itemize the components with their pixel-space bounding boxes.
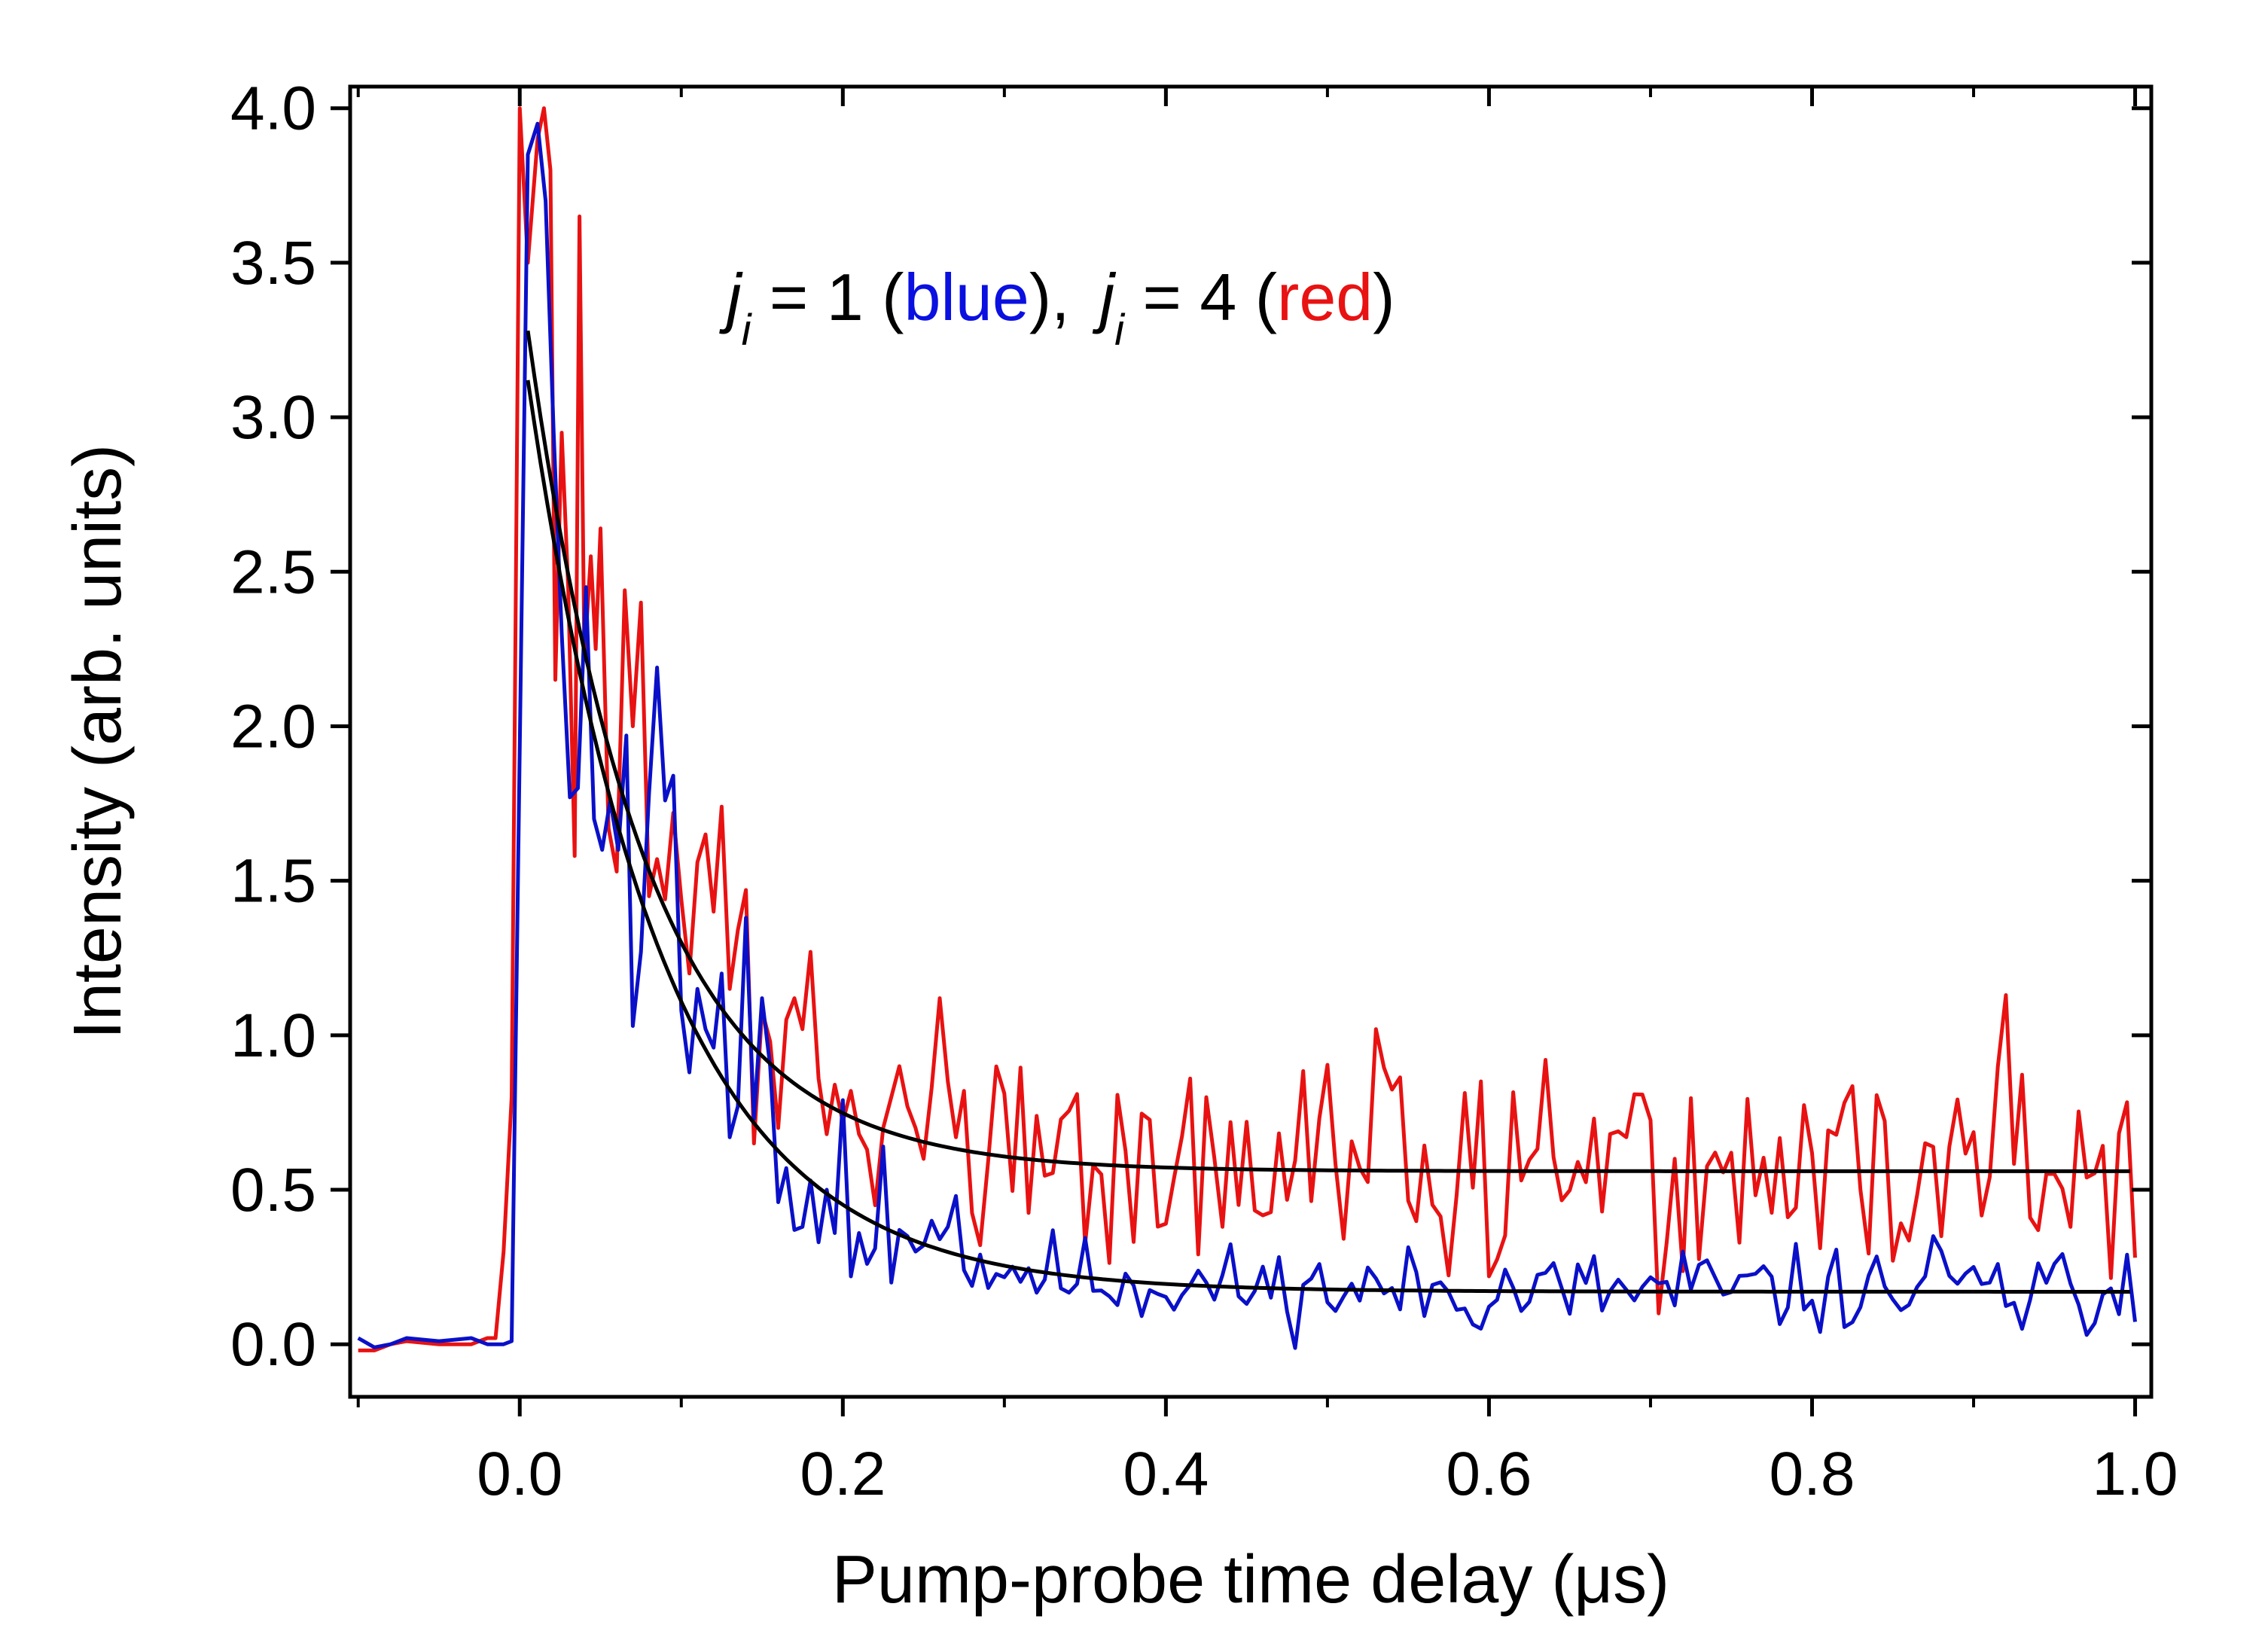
fit-curve-red bbox=[526, 330, 2131, 1173]
y-tick-label: 1.5 bbox=[230, 847, 316, 916]
plot-area bbox=[357, 106, 2137, 1352]
legend-close-1: ), bbox=[1029, 260, 1070, 334]
series-line-red bbox=[358, 106, 2137, 1352]
y-tick-label: 2.0 bbox=[230, 692, 316, 761]
legend-name-red: red bbox=[1277, 260, 1373, 334]
y-axis-title: Intensity (arb. units) bbox=[60, 444, 136, 1039]
plot-frame bbox=[348, 84, 2154, 1399]
series-line-blue bbox=[357, 121, 2137, 1350]
x-tick-label: 0.4 bbox=[1123, 1440, 1209, 1508]
legend: ji = 1 (blue), ji = 4 (red) bbox=[719, 260, 1395, 355]
tick-labels-layer: 0.0 0.2 0.4 0.6 0.8 1.0 0.0 0.5 1.0 1.5 2.0 2.5 3.0 3… bbox=[230, 75, 2178, 1508]
legend-symbol-2: j bbox=[1093, 260, 1117, 334]
fit-curve-blue bbox=[526, 380, 2131, 1294]
x-tick-label: 1.0 bbox=[2093, 1440, 2178, 1508]
ticks-layer bbox=[331, 87, 2151, 1416]
legend-subscript-2: i bbox=[1114, 306, 1126, 355]
y-tick-label: 2.5 bbox=[230, 538, 316, 606]
legend-symbol-1: j bbox=[719, 260, 743, 334]
y-tick-label: 4.0 bbox=[230, 75, 316, 143]
x-tick-label: 0.6 bbox=[1446, 1440, 1532, 1508]
y-tick-label: 0.5 bbox=[230, 1156, 316, 1224]
y-tick-label: 3.0 bbox=[230, 383, 316, 452]
series-layer bbox=[357, 106, 2137, 1352]
x-axis-title: Pump-probe time delay (μs) bbox=[832, 1542, 1669, 1617]
legend-eq-2: = 4 ( bbox=[1124, 260, 1277, 334]
legend-eq-1: = 1 ( bbox=[751, 260, 904, 334]
legend-name-blue: blue bbox=[904, 260, 1029, 334]
legend-close-2: ) bbox=[1373, 260, 1395, 334]
y-tick-label: 0.0 bbox=[230, 1310, 316, 1379]
x-tick-label: 0.8 bbox=[1769, 1440, 1855, 1508]
y-tick-label: 3.5 bbox=[230, 229, 316, 297]
legend-subscript-1: i bbox=[742, 306, 753, 355]
x-tick-label: 0.2 bbox=[800, 1440, 886, 1508]
fit-layer bbox=[526, 330, 2131, 1294]
x-tick-label: 0.0 bbox=[477, 1440, 562, 1508]
y-tick-label: 1.0 bbox=[230, 1001, 316, 1070]
